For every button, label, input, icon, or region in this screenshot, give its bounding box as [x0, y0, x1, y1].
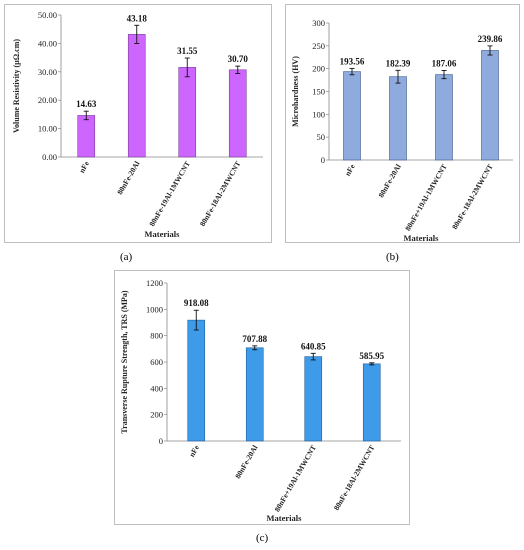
y-tick-label: 50	[317, 132, 326, 142]
category-label: nFe	[187, 443, 201, 459]
y-axis-label: Microhardness (HV)	[291, 56, 300, 127]
y-tick-label: 40.00	[38, 38, 57, 48]
category-label: 80nFe-18Al-2MWCNT	[198, 160, 243, 228]
y-tick-label: 50.00	[38, 10, 57, 20]
y-tick-label: 30.00	[38, 67, 57, 77]
x-axis-label: Materials	[145, 229, 181, 239]
panel-label-a: (a)	[120, 251, 133, 263]
bar	[362, 363, 381, 442]
data-label: 30.70	[228, 54, 249, 64]
y-tick-label: 10.00	[38, 124, 57, 134]
category-label: 80nFe-18Al-2MWCNT	[332, 444, 377, 512]
data-label: 43.18	[127, 13, 148, 23]
data-label: 585.95	[359, 351, 384, 361]
category-label: 80nFe-20Al	[376, 163, 402, 200]
y-tick-label: 800	[150, 331, 163, 341]
bar	[481, 50, 499, 161]
data-label: 182.39	[386, 58, 411, 68]
bar	[187, 319, 206, 442]
data-label: 640.85	[301, 341, 326, 351]
category-label: 80nFe-20Al	[115, 160, 141, 197]
data-label: 14.63	[76, 99, 97, 109]
bar	[245, 347, 264, 442]
bar	[77, 115, 96, 158]
category-label: 80nFe+19Al-1MWCNT	[272, 444, 318, 514]
category-label: nFe	[77, 159, 91, 175]
category-label: nFe	[343, 162, 357, 178]
chart-b: 0 50 100 150 200 250 300 193.56 nFe 182.39 80nFe-2…	[291, 18, 513, 243]
bar	[304, 356, 323, 442]
y-tick-label: 20.00	[38, 95, 57, 105]
y-tick-label: 1000	[146, 304, 163, 314]
y-tick-label: 200	[150, 410, 163, 420]
y-axis-label: Volume Resistivity (µΩ.cm)	[12, 39, 21, 133]
bar	[127, 34, 146, 158]
panel-label-b: (b)	[386, 251, 399, 263]
y-tick-label: 1200	[146, 278, 163, 288]
data-label: 31.55	[177, 46, 198, 56]
y-tick-label: 400	[150, 383, 163, 393]
bar	[435, 74, 453, 161]
category-label: 80nFe-19Al-1MWCNT	[147, 160, 192, 228]
data-label: 239.86	[478, 34, 503, 44]
bar	[178, 67, 197, 158]
y-tick-label: 600	[150, 357, 163, 367]
category-label: 80nFe-20Al	[233, 444, 259, 481]
panel-label-c: (c)	[256, 532, 269, 544]
data-label: 187.06	[432, 58, 457, 68]
x-axis-label: Materials	[404, 233, 440, 243]
y-tick-label: 150	[312, 87, 325, 97]
chart-a: 0.00 10.00 20.00 30.00 40.00 50.00 14.63 nFe 43.…	[12, 10, 263, 239]
y-tick-label: 0	[159, 436, 163, 446]
bar	[228, 69, 247, 158]
bar	[343, 71, 361, 161]
x-axis-label: Materials	[267, 513, 303, 523]
y-tick-label: 100	[312, 109, 325, 119]
y-tick-label: 200	[312, 64, 325, 74]
y-axis-label: Transverse Rupture Strength, TRS (MPa)	[120, 290, 129, 434]
y-tick-label: 300	[312, 18, 325, 28]
bar	[389, 76, 407, 161]
category-label: 80nFe+19Al-1MWCNT	[403, 163, 449, 233]
y-tick-label: 0	[321, 155, 325, 165]
y-tick-label: 250	[312, 41, 325, 51]
panel-a: 0.00 10.00 20.00 30.00 40.00 50.00 14.63 nFe 43.…	[4, 4, 272, 243]
data-label: 918.08	[184, 298, 209, 308]
panel-b: 0 50 100 150 200 250 300 193.56 nFe 182.39 80nFe-2…	[285, 4, 520, 243]
data-label: 193.56	[340, 56, 365, 66]
y-tick-label: 0.00	[42, 152, 57, 162]
chart-c: 0 200 400 600 800 1000 1200 918.08 nFe 707.88 80nF…	[120, 278, 401, 523]
category-label: 80nFe-18Al-2MWCNT	[450, 163, 495, 231]
panel-c: 0 200 400 600 800 1000 1200 918.08 nFe 707.88 80nF…	[114, 270, 410, 525]
data-label: 707.88	[242, 334, 267, 344]
